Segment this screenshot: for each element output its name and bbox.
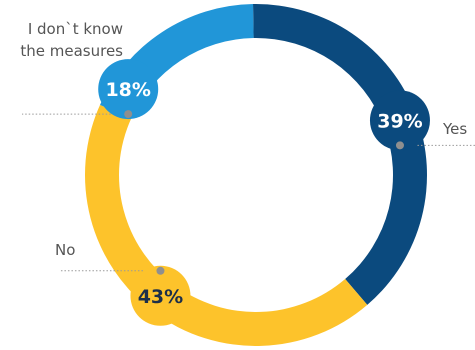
category-label-i-don-t-know-the-measures: I don`t know the measures [20,20,123,60]
leader-dot-i-don-t-know-the-measures [124,110,133,119]
leader-dot-yes [395,141,404,150]
leader-dot-no [156,266,165,275]
value-label-no: 43% [138,286,183,308]
value-label-i-don-t-know-the-measures: 18% [105,79,150,101]
category-labels: Yes No I don`t know the measures [20,20,467,259]
badge-no [130,265,191,326]
slice-yes [253,3,427,305]
leader-lines [22,113,475,272]
category-label-yes: Yes [442,120,467,138]
badge-i-don-t-know-the-measures [98,59,159,120]
value-badges: 39% 43% 18% [98,59,430,326]
badge-yes [369,90,430,151]
category-label-no: No [55,241,75,259]
slice-no [84,104,368,346]
value-label-yes: 39% [377,110,422,132]
